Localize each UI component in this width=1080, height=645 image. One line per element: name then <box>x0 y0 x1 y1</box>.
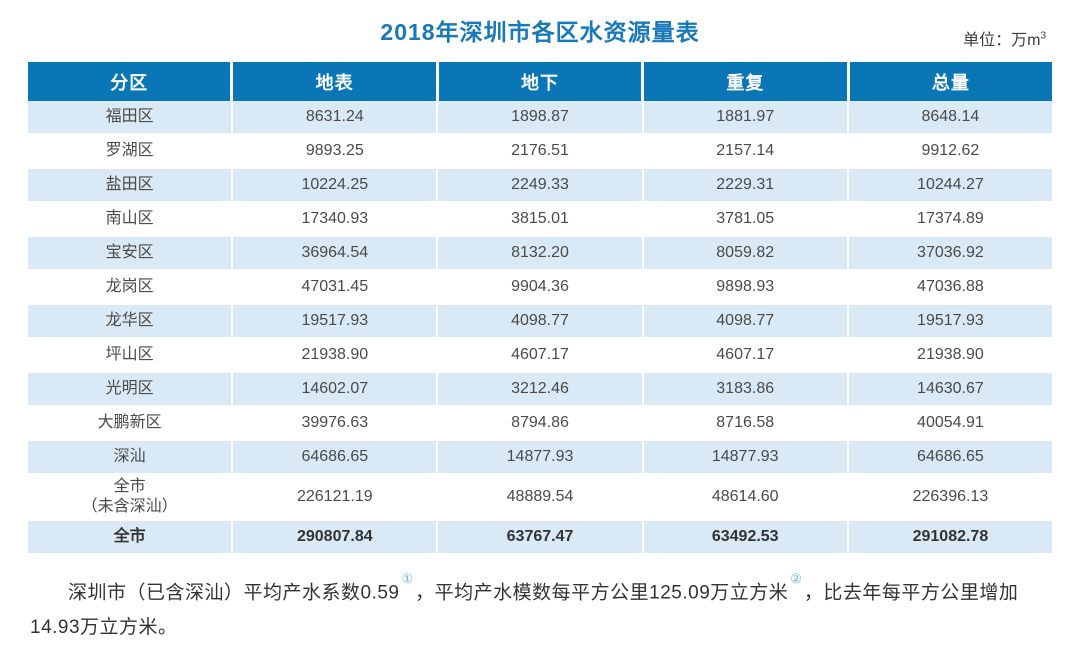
surface-value-cell: 36964.54 <box>231 237 436 269</box>
surface-value-cell: 39976.63 <box>231 407 436 439</box>
district-cell: 坪山区 <box>105 346 154 363</box>
column-header-overlap: 重复 <box>641 62 847 101</box>
total-value-cell: 37036.92 <box>846 237 1052 269</box>
overlap-value-cell: 8059.82 <box>641 237 847 269</box>
ground-value-cell: 8132.20 <box>436 237 641 269</box>
unit-text: 单位：万m <box>963 32 1041 49</box>
overlap-value-cell: 1881.97 <box>641 101 847 133</box>
total-value-cell: 64686.65 <box>846 441 1052 473</box>
table-row: 盐田区 10224.25 2249.33 2229.31 10244.27 <box>28 169 1052 203</box>
total-value-cell: 9912.62 <box>846 135 1052 167</box>
ground-value-cell: 9904.36 <box>436 271 641 303</box>
footnote-text-1: 深圳市（已含深汕）平均产水系数0.59 <box>68 582 400 604</box>
district-cell: 深汕 <box>113 448 146 465</box>
total-value-cell: 21938.90 <box>846 339 1052 371</box>
overlap-value-cell: 63492.53 <box>641 521 847 553</box>
surface-value-cell: 8631.24 <box>231 101 436 133</box>
table-row: 光明区 14602.07 3212.46 3183.86 14630.67 <box>28 373 1052 407</box>
overlap-value-cell: 14877.93 <box>641 441 847 473</box>
ground-value-cell: 2176.51 <box>436 135 641 167</box>
district-cell: 大鹏新区 <box>97 414 162 431</box>
overlap-value-cell: 4607.17 <box>641 339 847 371</box>
header-area: 2018年深圳市各区水资源量表 单位：万m3 <box>0 0 1080 62</box>
surface-value-cell: 290807.84 <box>231 521 436 553</box>
table-header-row: 分区 地表 地下 重复 总量 <box>28 62 1053 101</box>
ground-value-cell: 2249.33 <box>436 169 641 201</box>
district-cell: 福田区 <box>105 108 154 125</box>
page-title: 2018年深圳市各区水资源量表 <box>380 19 700 45</box>
ground-value-cell: 3212.46 <box>436 373 641 405</box>
overlap-value-cell: 4098.77 <box>641 305 847 337</box>
table-row: 深汕 64686.65 14877.93 14877.93 64686.65 <box>28 441 1052 475</box>
surface-value-cell: 21938.90 <box>231 339 436 371</box>
overlap-value-cell: 9898.93 <box>641 271 847 303</box>
table-row: 龙华区 19517.93 4098.77 4098.77 19517.93 <box>28 305 1052 339</box>
total-value-cell: 226396.13 <box>846 475 1052 519</box>
surface-value-cell: 17340.93 <box>231 203 436 235</box>
table-row: 福田区 8631.24 1898.87 1881.97 8648.14 <box>28 101 1052 135</box>
district-cell: 全市 （未含深汕） <box>81 478 178 515</box>
table-row: 全市 （未含深汕） 226121.19 48889.54 48614.60 22… <box>28 475 1052 521</box>
total-value-cell: 40054.91 <box>846 407 1052 439</box>
footnote-text-3: ，比去年每平方公里增加14.93万立方米。 <box>30 582 1019 639</box>
unit-superscript: 3 <box>1040 30 1046 42</box>
water-resources-table: 分区 地表 地下 重复 总量 福田区 8631.24 1898.87 1881.… <box>28 62 1053 555</box>
table-row: 大鹏新区 39976.63 8794.86 8716.58 40054.91 <box>28 407 1052 441</box>
district-cell: 宝安区 <box>105 244 154 261</box>
overlap-value-cell: 2229.31 <box>641 169 847 201</box>
ground-value-cell: 1898.87 <box>436 101 641 133</box>
district-cell: 龙岗区 <box>105 278 154 295</box>
surface-value-cell: 9893.25 <box>231 135 436 167</box>
total-value-cell: 19517.93 <box>846 305 1052 337</box>
table-row: 坪山区 21938.90 4607.17 4607.17 21938.90 <box>28 339 1052 373</box>
overlap-value-cell: 3183.86 <box>641 373 847 405</box>
column-header-total: 总量 <box>846 62 1053 101</box>
overlap-value-cell: 2157.14 <box>641 135 847 167</box>
table-row: 南山区 17340.93 3815.01 3781.05 17374.89 <box>28 203 1052 237</box>
surface-value-cell: 14602.07 <box>231 373 436 405</box>
district-cell: 南山区 <box>105 210 154 227</box>
total-value-cell: 14630.67 <box>846 373 1052 405</box>
table-row: 龙岗区 47031.45 9904.36 9898.93 47036.88 <box>28 271 1052 305</box>
overlap-value-cell: 48614.60 <box>641 475 847 519</box>
ground-value-cell: 4607.17 <box>436 339 641 371</box>
district-cell: 罗湖区 <box>105 142 154 159</box>
total-value-cell: 47036.88 <box>846 271 1052 303</box>
unit-label: 单位：万m3 <box>963 26 1046 50</box>
district-cell: 盐田区 <box>105 176 154 193</box>
total-value-cell: 8648.14 <box>846 101 1052 133</box>
table-body: 福田区 8631.24 1898.87 1881.97 8648.14 罗湖区 … <box>28 101 1052 555</box>
ground-value-cell: 4098.77 <box>436 305 641 337</box>
ground-value-cell: 14877.93 <box>436 441 641 473</box>
total-value-cell: 17374.89 <box>846 203 1052 235</box>
ground-value-cell: 63767.47 <box>436 521 641 553</box>
surface-value-cell: 64686.65 <box>231 441 436 473</box>
district-cell: 光明区 <box>105 380 154 397</box>
column-header-ground: 地下 <box>435 62 642 101</box>
district-cell: 龙华区 <box>105 312 154 329</box>
footnote-marker-1: ① <box>401 571 414 586</box>
table-row: 罗湖区 9893.25 2176.51 2157.14 9912.62 <box>28 135 1052 169</box>
column-header-surface: 地表 <box>230 62 436 101</box>
surface-value-cell: 47031.45 <box>231 271 436 303</box>
total-value-cell: 291082.78 <box>846 521 1052 553</box>
surface-value-cell: 10224.25 <box>231 169 436 201</box>
ground-value-cell: 48889.54 <box>436 475 641 519</box>
overlap-value-cell: 8716.58 <box>641 407 847 439</box>
overlap-value-cell: 3781.05 <box>641 203 847 235</box>
district-cell: 全市 <box>113 528 146 545</box>
ground-value-cell: 3815.01 <box>436 203 641 235</box>
total-value-cell: 10244.27 <box>846 169 1052 201</box>
footnote: 深圳市（已含深汕）平均产水系数0.59①，平均产水模数每平方公里125.09万立… <box>30 569 1050 645</box>
table-row: 全市 290807.84 63767.47 63492.53 291082.78 <box>28 521 1052 555</box>
table-row: 宝安区 36964.54 8132.20 8059.82 37036.92 <box>28 237 1052 271</box>
footnote-marker-2: ② <box>790 571 802 586</box>
surface-value-cell: 226121.19 <box>231 475 436 519</box>
footnote-text-2: ，平均产水模数每平方公里125.09万立方米 <box>415 582 789 604</box>
column-header-district: 分区 <box>28 62 231 101</box>
ground-value-cell: 8794.86 <box>436 407 641 439</box>
surface-value-cell: 19517.93 <box>231 305 436 337</box>
